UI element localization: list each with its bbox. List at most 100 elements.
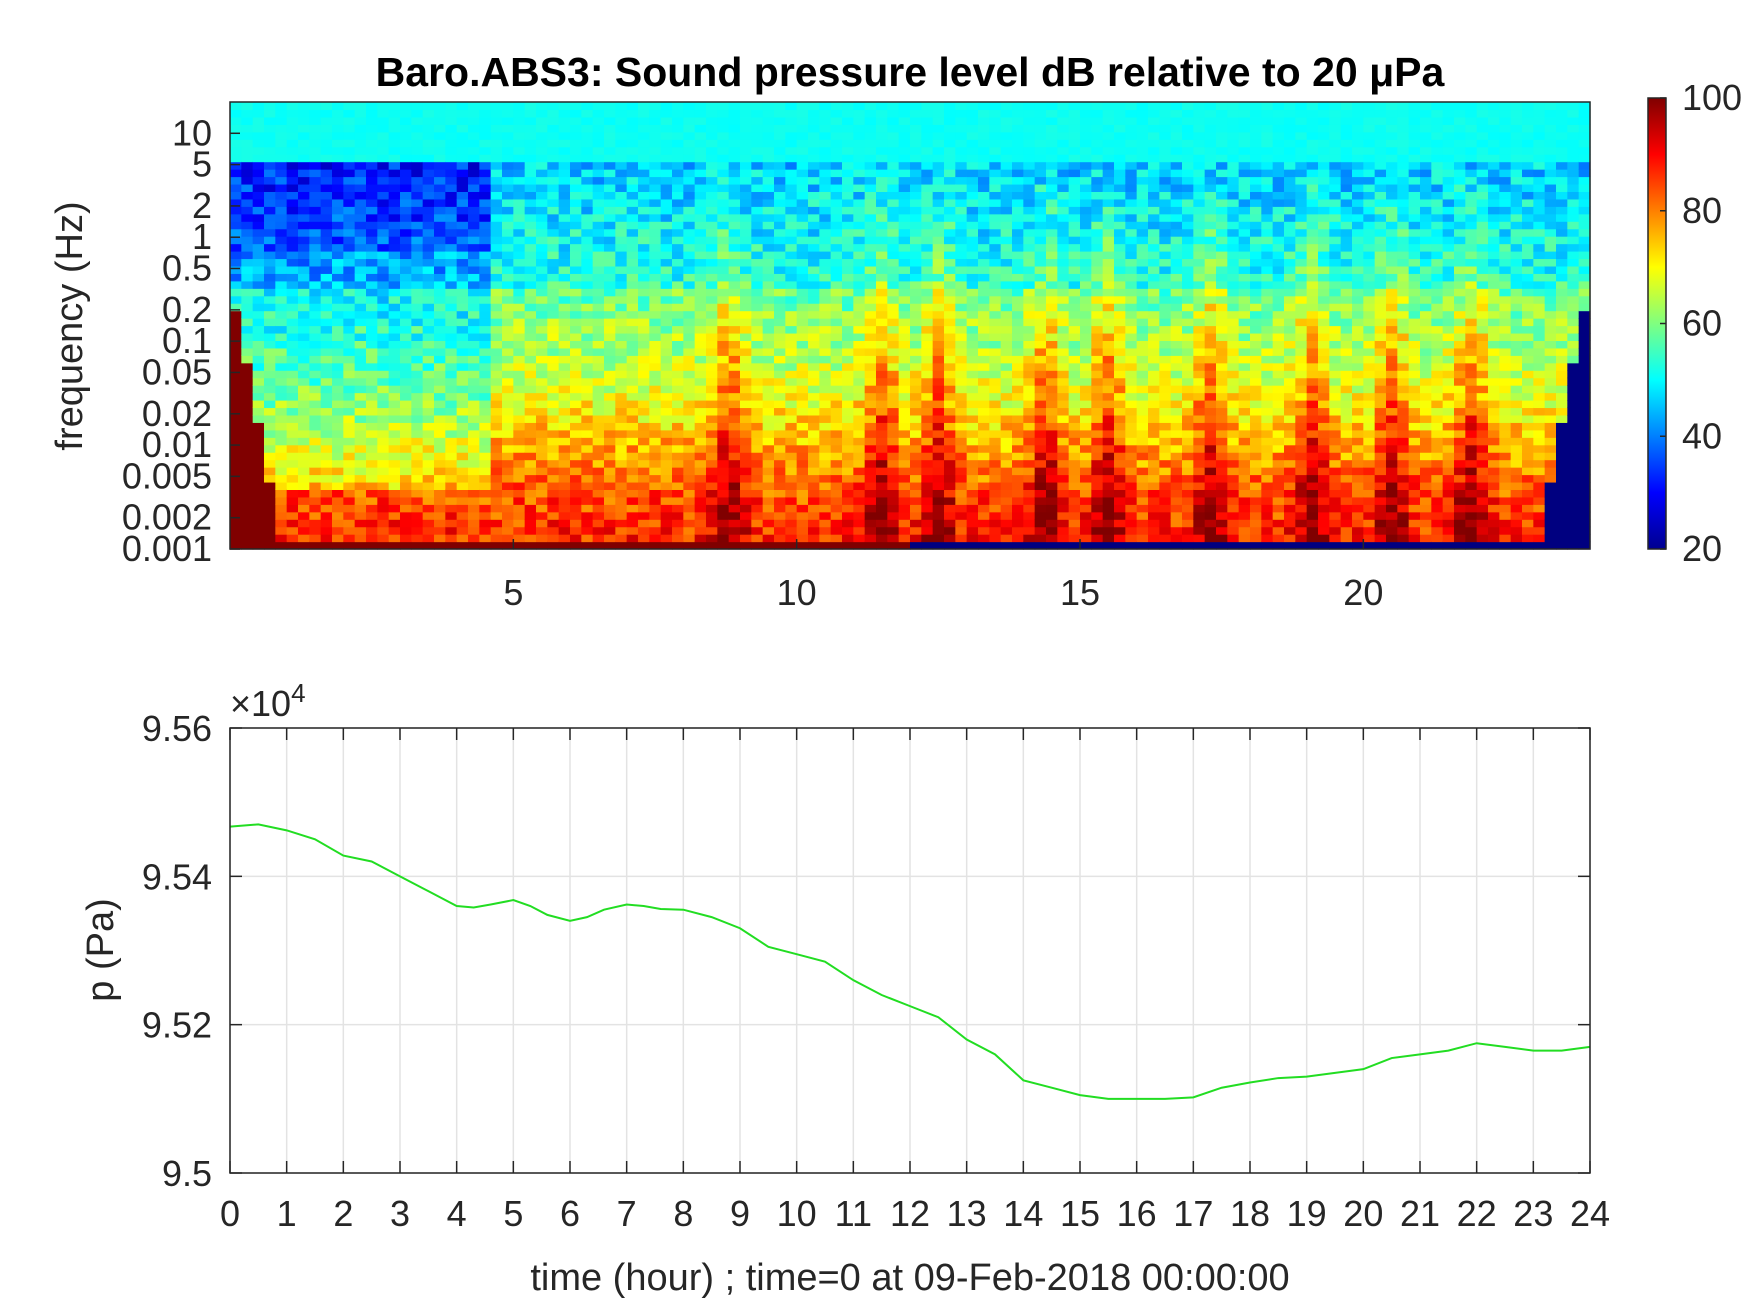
spectrogram-cell [547, 400, 560, 409]
spectrogram-cell [660, 347, 673, 356]
spectrogram-cell [785, 116, 798, 125]
spectrogram-cell [366, 213, 378, 222]
spectrogram-cell [1046, 444, 1058, 453]
spectrogram-cell [864, 310, 877, 319]
spectrogram-cell [762, 407, 775, 416]
spectrogram-cell [456, 377, 469, 386]
spectrogram-cell [1068, 191, 1081, 200]
spectrogram-cell [536, 146, 548, 155]
spectrogram-cell [275, 288, 288, 297]
spectrogram-cell [683, 332, 696, 341]
spectrogram-cell [751, 221, 764, 230]
spectrogram-cell [1046, 146, 1058, 155]
spectrogram-cell [468, 407, 480, 416]
spectrogram-cell [1170, 429, 1183, 438]
spectrogram-cell [978, 154, 990, 163]
spectrogram-cell [513, 146, 526, 155]
spectrogram-cell [921, 139, 934, 148]
spectrogram-cell [626, 318, 639, 327]
spectrogram-cell [1000, 124, 1013, 133]
spectrogram-cell [796, 183, 809, 192]
spectrogram-cell [320, 534, 333, 543]
spectrogram-cell [252, 355, 265, 364]
spectrogram-cell [660, 303, 673, 312]
spectrogram-cell [1170, 526, 1183, 535]
spectrogram-cell [989, 496, 1002, 505]
spectrogram-cell [286, 131, 299, 140]
spectrogram-cell [456, 452, 469, 461]
spectrogram-cell [717, 206, 730, 215]
spectrogram-cell [286, 154, 299, 163]
spectrogram-cell [411, 310, 424, 319]
spectrogram-cell [581, 258, 594, 267]
spectrogram-cell [524, 288, 537, 297]
spectrogram-cell [694, 362, 707, 371]
spectrogram-cell [966, 310, 979, 319]
spectrogram-cell [830, 258, 843, 267]
spectrogram-cell [638, 116, 650, 125]
spectrogram-cell [978, 198, 990, 207]
spectrogram-cell [264, 288, 276, 297]
spectrogram-cell [796, 139, 809, 148]
spectrogram-cell [411, 243, 424, 252]
spectrogram-cell [887, 154, 900, 163]
spectrogram-cell [774, 288, 786, 297]
spectrogram-cell [615, 109, 628, 118]
spectrogram-cell [536, 400, 548, 409]
spectrogram-cell [513, 347, 526, 356]
spectrogram-cell [1057, 422, 1070, 431]
spectrogram-cell [649, 385, 662, 394]
spectrogram-cell [445, 332, 458, 341]
spectrogram-cell [434, 355, 446, 364]
spectrogram-cell [1125, 116, 1138, 125]
spectrogram-cell [547, 273, 560, 282]
spectrogram-cell [1057, 318, 1070, 327]
spectrogram-cell [785, 213, 798, 222]
spectrogram-cell [1080, 340, 1092, 349]
spectrogram-cell [932, 444, 945, 453]
spectrogram-cell [1057, 251, 1070, 260]
spectrogram-cell [400, 481, 412, 490]
spectrogram-cell [615, 243, 628, 252]
spectrogram-cell [275, 295, 288, 304]
spectrogram-cell [592, 332, 605, 341]
spectrogram-cell [536, 139, 548, 148]
spectrogram-cell [1023, 102, 1036, 111]
spectrogram-cell [445, 400, 458, 409]
spectrogram-cell [683, 385, 696, 394]
spectrogram-cell [1046, 481, 1058, 490]
spectrogram-cell [1080, 258, 1092, 267]
spectrogram-cell [785, 124, 798, 133]
spectrogram-cell [649, 414, 662, 423]
spectrogram-cell [717, 414, 730, 423]
spectrogram-cell [706, 489, 718, 498]
spectrogram-cell [706, 481, 718, 490]
spectrogram-cell [445, 228, 458, 237]
spectrogram-cell [876, 414, 888, 423]
spectrogram-cell [286, 422, 299, 431]
spectrogram-cell [1057, 325, 1070, 334]
spectrogram-cell [989, 206, 1002, 215]
spectrogram-cell [978, 206, 990, 215]
spectrogram-cell [672, 467, 684, 476]
spectrogram-cell [842, 124, 854, 133]
spectrogram-cell [876, 183, 888, 192]
spectrogram-cell [1091, 288, 1104, 297]
spectrogram-cell [558, 183, 571, 192]
spectrogram-cell [921, 169, 934, 178]
spectrogram-cell [1136, 437, 1149, 446]
spectrogram-cell [252, 392, 265, 401]
spectrogram-cell [490, 288, 503, 297]
spectrogram-cell [819, 236, 832, 245]
spectrogram-cell [762, 496, 775, 505]
spectrogram-cell [626, 116, 639, 125]
spectrogram-cell [1046, 541, 1058, 550]
spectrogram-cell [808, 236, 820, 245]
spectrogram-cell [354, 139, 367, 148]
spectrogram-cell [1125, 526, 1138, 535]
spectrogram-cell [672, 400, 684, 409]
spectrogram-cell [479, 347, 492, 356]
spectrogram-cell [921, 347, 934, 356]
spectrogram-cell [1034, 295, 1047, 304]
spectrogram-cell [547, 243, 560, 252]
